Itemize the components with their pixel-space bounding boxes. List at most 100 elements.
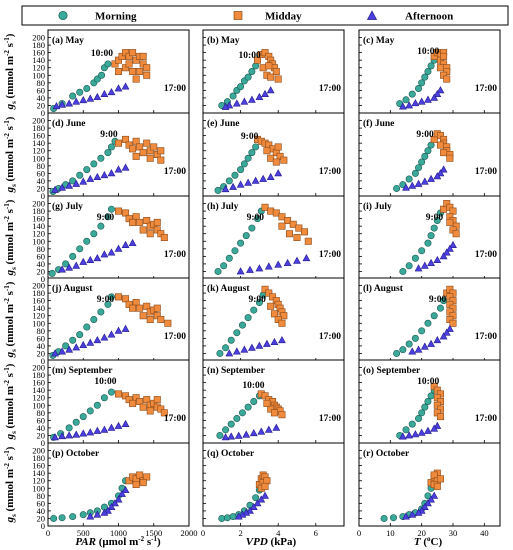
afternoon-point: [232, 99, 241, 107]
afternoon-point: [114, 495, 123, 503]
panel-title: (l) August: [363, 283, 404, 294]
afternoon-point: [247, 343, 256, 351]
midday-point: [440, 149, 448, 157]
y-tick-label: 120: [32, 229, 45, 239]
midday-point: [157, 230, 165, 238]
legend-item-afternoon: Afternoon: [366, 10, 453, 23]
midday-point: [146, 154, 154, 162]
panel-b: (b) May 10:00 17:00: [202, 29, 345, 114]
morning-point: [411, 334, 419, 342]
afternoon-point: [414, 264, 423, 272]
morning-point: [79, 511, 87, 519]
morning-point: [418, 327, 426, 335]
y-tick-label: 80: [37, 326, 46, 336]
morning-point: [227, 420, 235, 428]
morning-point: [408, 90, 416, 98]
y-tick-label: 20: [37, 430, 46, 440]
afternoon-point: [121, 419, 130, 428]
y-tick-label: 0: [41, 356, 45, 366]
y-tick-label: 200: [32, 446, 45, 456]
panel-frame: [47, 442, 190, 527]
midday-point: [132, 299, 140, 307]
x-tick-label: 0: [46, 528, 50, 538]
morning-point: [225, 254, 233, 262]
midday-point: [132, 56, 140, 64]
midday-point: [143, 473, 151, 481]
midday-point: [143, 139, 151, 147]
afternoon-point: [234, 431, 243, 439]
y-tick-label: 180: [32, 206, 45, 216]
midday-point: [129, 399, 137, 407]
morning-point: [433, 217, 441, 225]
afternoon-point: [232, 347, 241, 355]
y-tick-label: 0: [41, 521, 45, 531]
midday-point: [115, 293, 123, 301]
y-tick-label: 40: [37, 506, 46, 516]
afternoon-point: [121, 485, 130, 494]
start-time-label: 10:00: [239, 51, 261, 61]
morning-point: [72, 418, 80, 426]
morning-point: [418, 79, 426, 87]
panel-c: (c) May 10:00 17:00: [358, 29, 501, 114]
afternoon-point: [93, 254, 102, 262]
afternoon-point: [225, 349, 234, 357]
afternoon-point: [398, 432, 407, 440]
morning-point: [222, 426, 230, 434]
afternoon-point: [424, 426, 432, 434]
end-time-label: 17:00: [164, 332, 186, 342]
y-tick-label: 60: [37, 498, 46, 508]
x-tick-label: 2: [238, 528, 242, 538]
morning-point: [76, 88, 84, 96]
panel-q: 0 2 4 6 (q) October: [201, 442, 345, 538]
morning-point: [62, 342, 70, 350]
start-time-label: 10:00: [242, 381, 264, 391]
midday-point: [115, 68, 123, 76]
midday-point: [136, 304, 144, 312]
afternoon-point: [236, 267, 245, 275]
y-tick-label: 80: [37, 491, 46, 501]
midday-point: [267, 405, 275, 413]
y-tick-label: 160: [32, 214, 45, 224]
afternoon-point: [445, 244, 454, 252]
afternoon-point: [221, 433, 230, 441]
afternoon-point: [402, 512, 410, 520]
y-axis-title: gs (mmol m-2 s-1): [3, 446, 18, 523]
afternoon-point: [408, 181, 417, 189]
afternoon-point: [242, 508, 251, 516]
midday-point: [132, 75, 140, 83]
x-tick-label: 30: [449, 528, 458, 538]
morning-point: [237, 83, 245, 91]
start-time-label: 9:00: [241, 132, 259, 142]
afternoon-point: [227, 432, 236, 440]
midday-point: [446, 218, 454, 226]
y-tick-label: 80: [37, 244, 46, 254]
y-tick-label: 0: [41, 191, 45, 201]
morning-point: [405, 340, 413, 348]
afternoon-point: [100, 171, 109, 179]
midday-point: [132, 213, 140, 221]
afternoon-point: [58, 265, 67, 273]
afternoon-point: [272, 423, 281, 431]
start-time-label: 9:00: [97, 295, 115, 305]
y-tick-label: 40: [37, 93, 46, 103]
midday-point: [157, 315, 165, 323]
afternoon-point: [417, 428, 426, 436]
morning-point: [411, 254, 419, 262]
x-axis-title-vpd: VPD (kPa): [246, 536, 297, 548]
midday-point: [160, 409, 168, 417]
morning-point: [250, 306, 258, 314]
x-tick-label: 40: [480, 528, 489, 538]
midday-point: [278, 222, 286, 230]
panel-title: (d) June: [52, 118, 86, 129]
midday-point: [261, 49, 269, 57]
x-tick-label: 1500: [145, 528, 162, 538]
legend-label-afternoon: Afternoon: [405, 11, 453, 23]
panel-r: 0 10 20 30 40 (r) October: [357, 442, 501, 538]
start-time-label: 9:00: [416, 130, 434, 140]
midday-point: [146, 230, 154, 238]
morning-point: [427, 62, 435, 70]
y-tick-label: 100: [32, 318, 45, 328]
morning-point: [220, 262, 228, 270]
y-tick-label: 200: [32, 363, 45, 373]
